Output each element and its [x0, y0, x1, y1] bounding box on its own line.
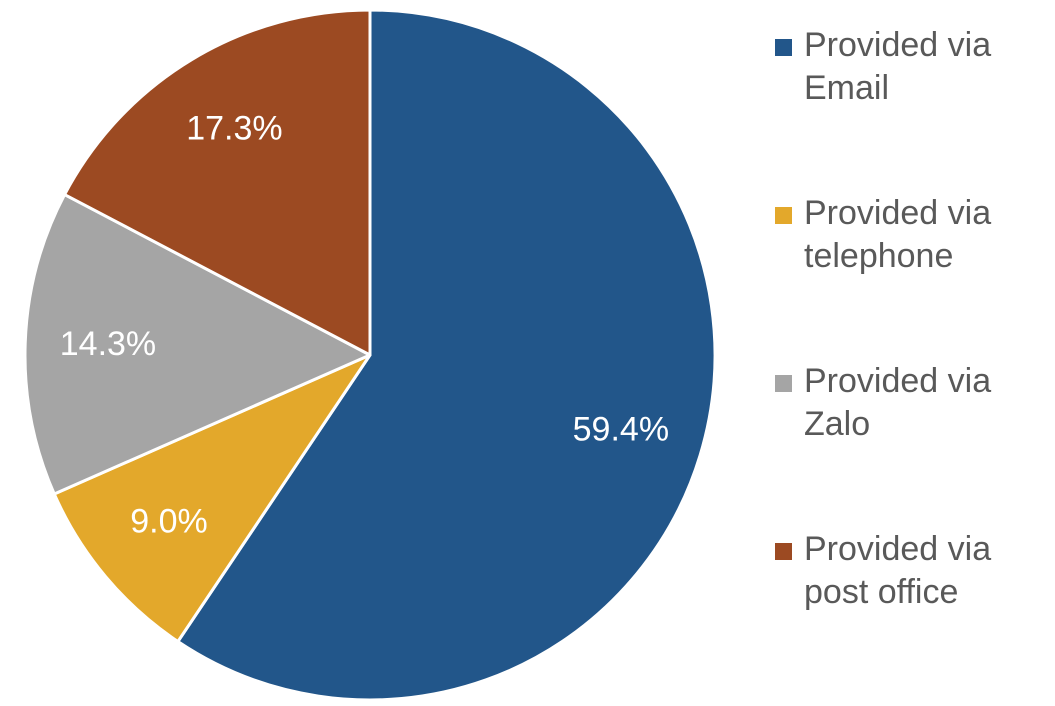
slice-label: 17.3%	[186, 110, 282, 148]
slice-label: 59.4%	[573, 410, 669, 448]
legend-label: Provided via Zalo	[804, 362, 992, 443]
slice-label: 14.3%	[60, 325, 156, 363]
legend-swatch	[775, 543, 792, 560]
pie-slice	[52, 353, 372, 644]
pie-slice	[23, 193, 372, 496]
legend-item: Provided via post office	[775, 528, 1035, 614]
legend-swatch	[775, 207, 792, 224]
slice-label: 9.0%	[130, 502, 208, 540]
pie-slice	[63, 8, 372, 357]
legend-label: Provided via Email	[804, 26, 992, 107]
legend-item: Provided via Zalo	[775, 360, 1035, 446]
legend-item: Provided via telephone	[775, 192, 1035, 278]
legend-item: Provided via Email	[775, 24, 1035, 110]
legend-label: Provided via telephone	[804, 194, 992, 275]
legend-swatch	[775, 375, 792, 392]
pie-slice	[176, 8, 717, 702]
legend-swatch	[775, 39, 792, 56]
legend-label: Provided via post office	[804, 530, 992, 611]
